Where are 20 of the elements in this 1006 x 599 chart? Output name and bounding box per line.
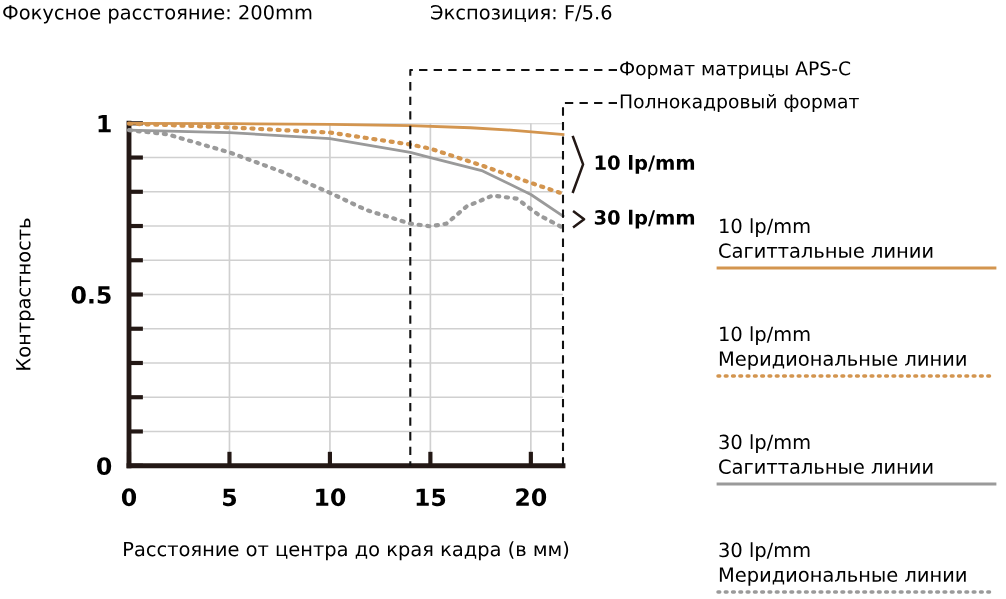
y-axis-title: Контрастность bbox=[16, 218, 35, 370]
y-tick-label: 1 bbox=[98, 115, 111, 133]
y-tick-label: 0.5 bbox=[71, 285, 111, 304]
chart-subtitle: Экспозиция: F/5.6 bbox=[431, 4, 612, 23]
text: 30 lp/mm Сагиттальные линии bbox=[719, 434, 933, 475]
text: 10 lp/mm Меридиональные линии bbox=[719, 326, 966, 370]
x-tick-label: 5 bbox=[223, 488, 237, 507]
ref-line-label: Полнокадровый формат bbox=[620, 94, 859, 113]
x-axis-title: Расстояние от центра до края кадра (в мм) bbox=[124, 541, 569, 561]
text: 10 lp/mm Сагиттальные линии bbox=[719, 218, 933, 259]
x-tick-label: 15 bbox=[416, 488, 446, 507]
x-tick-label: 10 bbox=[316, 488, 346, 507]
annotation: 10 lp/mm bbox=[595, 154, 695, 174]
chart-title: Фокусное расстояние: 200mm bbox=[3, 4, 312, 24]
x-tick-label: 20 bbox=[516, 488, 547, 507]
ref-line-label: Формат матрицы APS-C bbox=[620, 61, 851, 80]
x-tick-label: 0 bbox=[121, 488, 137, 507]
text: 30 lp/mm Меридиональные линии bbox=[719, 542, 966, 586]
annotation: 30 lp/mm bbox=[594, 209, 695, 229]
y-tick-label: 0 bbox=[97, 457, 112, 476]
